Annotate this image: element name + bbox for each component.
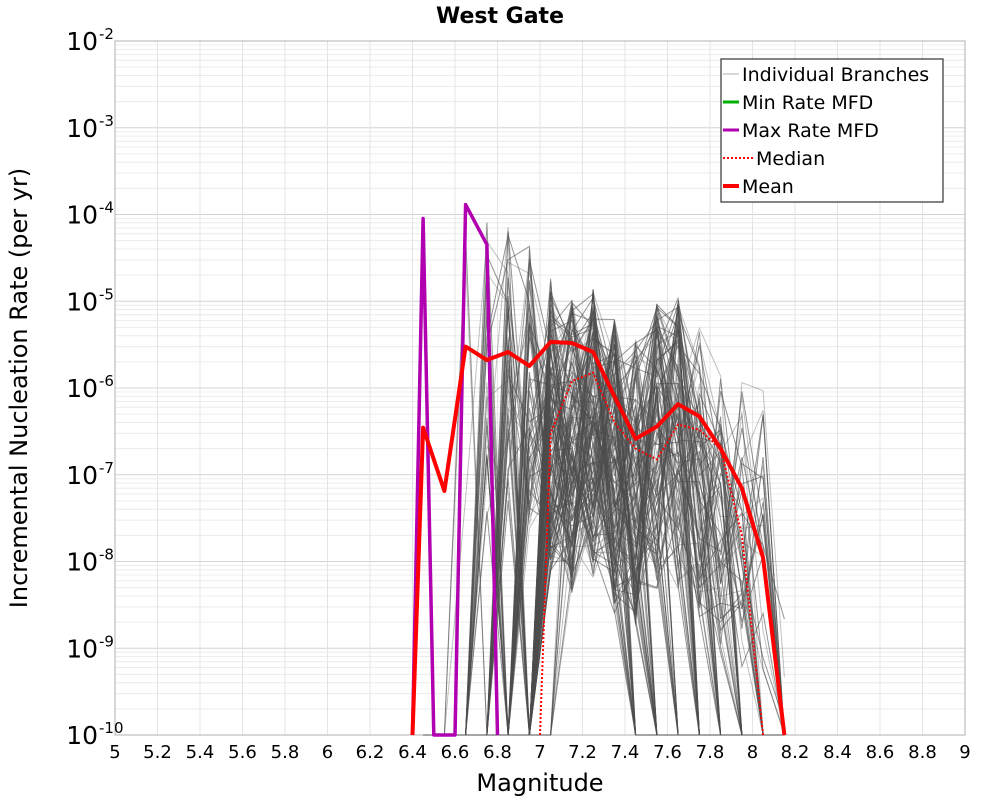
- x-tick-label: 6.8: [483, 742, 512, 763]
- x-tick-label: 5.8: [271, 742, 300, 763]
- y-tick-base: 10: [66, 548, 98, 577]
- y-tick-label: 10 -2: [66, 25, 114, 56]
- y-tick-label: 10 -3: [66, 112, 114, 143]
- x-tick-label: 8.2: [781, 742, 810, 763]
- y-tick-base: 10: [66, 201, 98, 230]
- x-tick-label: 8: [747, 742, 758, 763]
- y-tick-label: 10 -10: [66, 719, 123, 750]
- legend-label: Min Rate MFD: [742, 92, 873, 114]
- x-tick-label: 5.6: [228, 742, 257, 763]
- legend-label: Mean: [742, 176, 794, 198]
- max-rate-line: [410, 202, 500, 737]
- series-layer: [410, 202, 787, 737]
- x-tick-label: 6.6: [441, 742, 470, 763]
- chart-title: West Gate: [436, 4, 564, 29]
- x-tick-label: 6: [322, 742, 333, 763]
- y-tick-exponent: -7: [99, 459, 114, 477]
- y-tick-base: 10: [66, 634, 98, 663]
- y-tick-label: 10 -4: [66, 199, 114, 230]
- mean-line: [410, 339, 787, 736]
- x-tick-label: 5.4: [186, 742, 215, 763]
- y-axis-label: Incremental Nucleation Rate (per yr): [5, 168, 33, 608]
- y-tick-base: 10: [66, 27, 98, 56]
- y-tick-exponent: -9: [99, 632, 114, 650]
- y-tick-exponent: -4: [99, 199, 114, 217]
- y-tick-base: 10: [66, 461, 98, 490]
- x-tick-label: 5.2: [143, 742, 172, 763]
- legend-box: [720, 58, 944, 203]
- x-tick-label: 8.6: [866, 742, 895, 763]
- x-tick-label: 7.6: [653, 742, 682, 763]
- x-tick-label: 9: [959, 742, 970, 763]
- y-tick-label: 10 -7: [66, 459, 114, 490]
- y-tick-base: 10: [66, 287, 98, 316]
- y-tick-label: 10 -8: [66, 546, 114, 577]
- legend-label: Individual Branches: [742, 64, 929, 86]
- y-tick-exponent: -5: [99, 285, 114, 303]
- legend-label: Max Rate MFD: [742, 120, 879, 142]
- y-tick-base: 10: [66, 721, 98, 750]
- y-tick-exponent: -8: [99, 546, 114, 564]
- y-tick-label: 10 -6: [66, 372, 114, 403]
- x-tick-label: 6.2: [356, 742, 385, 763]
- legend-label: Median: [756, 148, 825, 170]
- legend: Individual Branches Min Rate MFD Max Rate …: [720, 58, 944, 203]
- x-tick-label: 7.4: [611, 742, 640, 763]
- y-tick-base: 10: [66, 374, 98, 403]
- x-tick-label: 6.4: [398, 742, 427, 763]
- x-tick-label: 7.2: [568, 742, 597, 763]
- x-tick-label: 5: [109, 742, 120, 763]
- y-tick-exponent: -10: [99, 719, 124, 737]
- y-tick-exponent: -6: [99, 372, 114, 390]
- x-axis-ticks: 5 5.2 5.4 5.6 5.8 6 6.2 6.4 6.6 6.8 7 7.2 7.4 7.6 7.8 8…: [109, 742, 970, 763]
- x-tick-label: 8.8: [908, 742, 937, 763]
- median-line: [539, 371, 765, 736]
- x-tick-label: 7: [534, 742, 545, 763]
- y-tick-label: 10 -9: [66, 632, 114, 663]
- y-tick-base: 10: [66, 114, 98, 143]
- x-tick-label: 7.8: [696, 742, 725, 763]
- y-tick-exponent: -3: [99, 112, 114, 130]
- individual-branches: [423, 222, 785, 736]
- branch-line: [423, 371, 785, 736]
- x-axis-label: Magnitude: [476, 769, 603, 797]
- y-tick-exponent: -2: [99, 25, 114, 43]
- x-tick-label: 8.4: [823, 742, 852, 763]
- y-tick-label: 10 -5: [66, 285, 114, 316]
- branch-line: [423, 339, 785, 736]
